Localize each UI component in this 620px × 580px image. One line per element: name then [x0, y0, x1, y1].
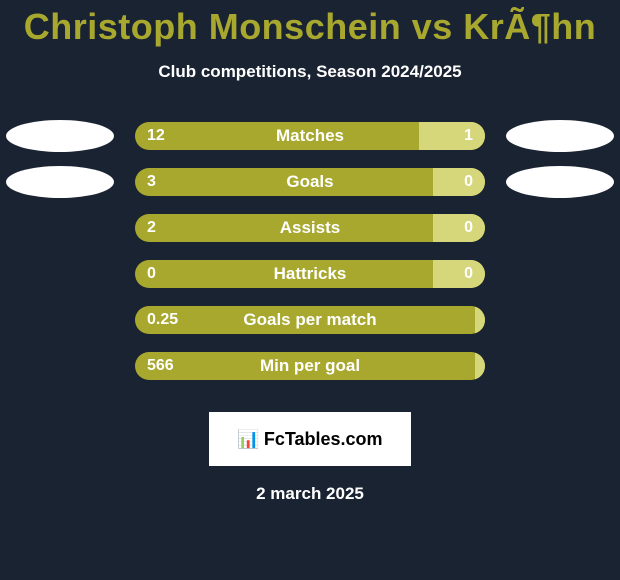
player-oval-right — [506, 166, 614, 198]
player-oval-right — [506, 120, 614, 152]
logo-box[interactable]: 📊 FcTables.com — [209, 412, 411, 466]
stat-bar-right-fill — [433, 214, 486, 242]
stat-bar: 2Assists0 — [135, 214, 485, 242]
stat-bar-right-fill — [433, 260, 486, 288]
stat-row: 3Goals0 — [0, 164, 620, 210]
date-text: 2 march 2025 — [0, 484, 620, 504]
stat-value-left: 12 — [147, 122, 165, 150]
stat-row: 0.25Goals per match — [0, 302, 620, 348]
stat-value-left: 2 — [147, 214, 156, 242]
player-oval-left — [6, 120, 114, 152]
stat-value-left: 0.25 — [147, 306, 178, 334]
stat-bar-right-fill — [419, 122, 486, 150]
stat-label: Min per goal — [135, 352, 485, 380]
page-subtitle: Club competitions, Season 2024/2025 — [0, 62, 620, 82]
chart-icon: 📊 — [237, 429, 259, 450]
logo-text: FcTables.com — [264, 429, 383, 450]
stat-value-left: 0 — [147, 260, 156, 288]
stat-bar: 0.25Goals per match — [135, 306, 485, 334]
stat-row: 2Assists0 — [0, 210, 620, 256]
stat-value-left: 566 — [147, 352, 174, 380]
page-title: Christoph Monschein vs KrÃ¶hn — [0, 0, 620, 48]
stat-bar-right-fill — [475, 352, 486, 380]
stat-bar: 3Goals0 — [135, 168, 485, 196]
stat-bar: 0Hattricks0 — [135, 260, 485, 288]
player-oval-left — [6, 166, 114, 198]
stat-bar: 12Matches1 — [135, 122, 485, 150]
stat-bar-right-fill — [475, 306, 486, 334]
stat-row: 566Min per goal — [0, 348, 620, 394]
stat-bar: 566Min per goal — [135, 352, 485, 380]
stat-value-left: 3 — [147, 168, 156, 196]
stat-row: 12Matches1 — [0, 118, 620, 164]
stat-label: Goals per match — [135, 306, 485, 334]
stat-row: 0Hattricks0 — [0, 256, 620, 302]
stat-bar-right-fill — [433, 168, 486, 196]
stats-rows: 12Matches1 3Goals0 2Assists0 0Hattricks0 0.2… — [0, 118, 620, 394]
